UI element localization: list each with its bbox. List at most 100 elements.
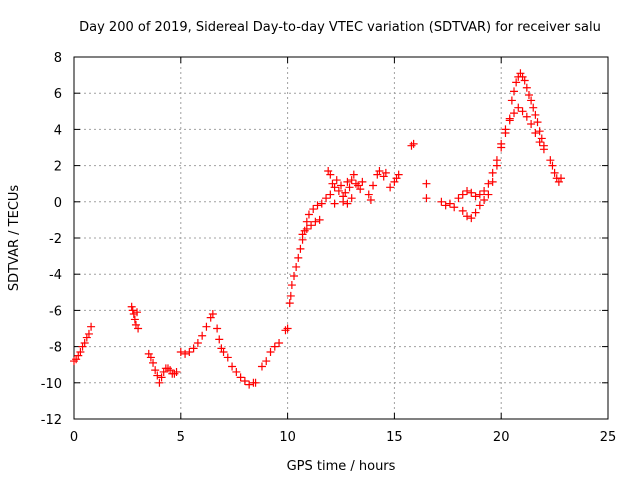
- data-point: [369, 181, 378, 190]
- data-point: [550, 168, 559, 177]
- data-point: [343, 199, 352, 208]
- y-tick-label: -6: [49, 304, 62, 319]
- data-point: [228, 362, 237, 371]
- data-point: [516, 69, 525, 78]
- data-point: [531, 110, 540, 119]
- data-point: [488, 168, 497, 177]
- data-point: [471, 208, 480, 217]
- data-point: [339, 197, 348, 206]
- data-point: [296, 244, 305, 253]
- data-point: [74, 351, 83, 360]
- data-point: [546, 156, 555, 165]
- data-point: [533, 118, 542, 127]
- data-point: [527, 96, 536, 105]
- data-point: [290, 272, 299, 281]
- data-point: [262, 357, 271, 366]
- data-point: [87, 322, 96, 331]
- data-point: [409, 139, 418, 148]
- data-point: [240, 376, 249, 385]
- x-axis-label: GPS time / hours: [287, 459, 396, 474]
- data-point: [283, 324, 292, 333]
- data-point: [467, 214, 476, 223]
- data-point: [300, 226, 309, 235]
- data-point: [379, 172, 388, 181]
- data-point: [149, 358, 158, 367]
- data-point: [176, 348, 185, 357]
- data-point: [488, 177, 497, 186]
- chart-title: Day 200 of 2019, Sidereal Day-to-day VTE…: [79, 20, 601, 35]
- data-point: [520, 76, 529, 85]
- data-point: [518, 107, 527, 116]
- data-point: [313, 201, 322, 210]
- data-point: [345, 183, 354, 192]
- x-tick-label: 0: [70, 430, 78, 445]
- data-point: [386, 183, 395, 192]
- data-point: [170, 369, 179, 378]
- data-point: [146, 353, 155, 362]
- data-point: [322, 194, 331, 203]
- data-point: [358, 177, 367, 186]
- data-point: [309, 205, 318, 214]
- data-point: [497, 143, 506, 152]
- data-point: [514, 103, 523, 112]
- data-point: [337, 181, 345, 190]
- data-point: [130, 315, 139, 324]
- data-point: [245, 380, 254, 389]
- data-point: [159, 367, 168, 376]
- data-point: [330, 199, 339, 208]
- data-point: [317, 199, 326, 208]
- data-point: [78, 342, 87, 351]
- data-point: [189, 344, 198, 353]
- data-point: [219, 348, 228, 357]
- data-point: [275, 338, 284, 347]
- data-point: [512, 78, 521, 87]
- data-point: [524, 91, 533, 100]
- data-point: [366, 195, 375, 204]
- y-axis-label: SDTVAR / TECUs: [7, 185, 22, 292]
- data-point: [206, 313, 215, 322]
- data-point: [128, 306, 137, 315]
- data-point: [407, 141, 416, 150]
- data-point: [202, 322, 211, 331]
- y-tick-label: 0: [54, 196, 62, 211]
- y-tick-label: 2: [54, 160, 62, 175]
- data-point: [507, 96, 516, 105]
- data-point: [302, 224, 311, 233]
- data-point: [467, 188, 476, 197]
- data-point: [505, 114, 514, 123]
- data-point: [529, 103, 538, 112]
- y-tick-label: -8: [49, 341, 62, 356]
- data-point: [535, 138, 544, 147]
- data-point: [208, 310, 217, 319]
- y-tick-label: -4: [49, 268, 62, 283]
- data-point: [213, 324, 222, 333]
- data-point: [133, 308, 142, 317]
- data-point: [375, 167, 384, 176]
- y-tick-label: 6: [54, 87, 62, 102]
- data-point: [537, 134, 546, 143]
- axis-ticks: 0 5 10 15 20 25 -12 -10 -8 -6 -4 -2 0 2 4 6 8: [41, 51, 617, 445]
- data-point: [157, 373, 166, 382]
- data-point: [127, 302, 136, 311]
- data-point: [285, 299, 294, 308]
- data-point: [343, 177, 352, 186]
- data-point: [251, 378, 260, 387]
- data-point: [151, 366, 160, 375]
- data-point: [475, 201, 484, 210]
- data-point: [480, 195, 489, 204]
- data-point: [480, 186, 489, 195]
- data-point: [539, 141, 548, 150]
- data-point: [390, 177, 399, 186]
- data-point: [501, 129, 510, 138]
- data-point: [471, 192, 480, 201]
- data-point: [84, 329, 93, 338]
- y-tick-label: -10: [41, 377, 62, 392]
- data-point: [522, 83, 531, 92]
- data-point: [394, 170, 403, 179]
- data-point: [232, 367, 241, 376]
- data-point: [548, 161, 557, 170]
- data-point: [510, 109, 519, 118]
- data-point: [422, 179, 431, 188]
- data-point: [72, 355, 81, 364]
- data-point: [324, 167, 333, 176]
